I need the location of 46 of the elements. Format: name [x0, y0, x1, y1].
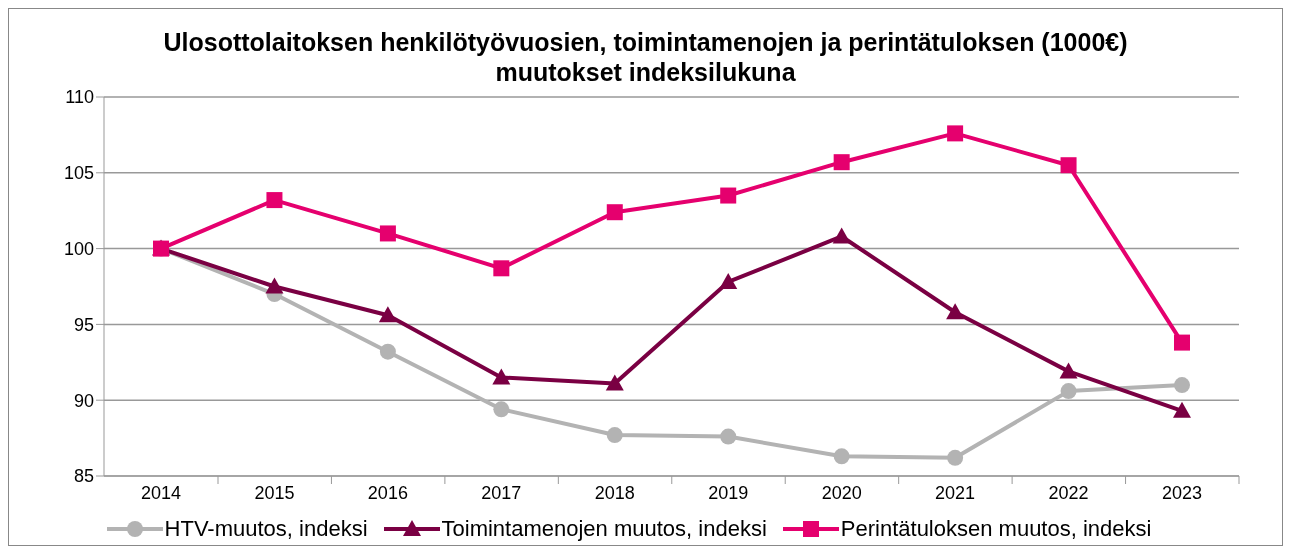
point — [379, 225, 396, 242]
point — [719, 272, 738, 289]
x-tick-label: 2018 — [594, 482, 635, 503]
y-tick-label: 100 — [63, 238, 94, 259]
y-tick-label: 105 — [63, 163, 94, 184]
point — [1174, 377, 1190, 394]
x-tick-label: 2021 — [935, 482, 976, 503]
point — [833, 448, 850, 465]
y-tick-label: 110 — [65, 87, 94, 108]
point — [946, 303, 965, 320]
x-tick-label: 2015 — [254, 482, 295, 503]
point — [832, 227, 851, 244]
point — [947, 125, 964, 142]
x-tick-label: 2016 — [367, 482, 408, 503]
legend-label: Perintätuloksen muutos, indeksi — [839, 516, 1152, 542]
point — [1059, 362, 1078, 379]
point — [606, 427, 623, 444]
point — [493, 401, 510, 418]
y-tick-label: 85 — [73, 466, 94, 487]
point — [720, 187, 737, 204]
x-tick-label: 2017 — [481, 482, 522, 503]
point — [1173, 401, 1191, 418]
point — [266, 192, 283, 209]
point — [493, 260, 510, 277]
point — [379, 343, 396, 360]
chart-title: Ulosottolaitoksen henkilötyövuosien, toimintamenojen ja perintätuloksen (1000€) muutokset indeksilukuna — [162, 27, 1129, 87]
x-tick-label: 2020 — [821, 482, 862, 503]
x-tick-label: 2023 — [1161, 482, 1203, 503]
x-tick-label: 2022 — [1048, 482, 1089, 503]
point — [1174, 334, 1190, 351]
point — [833, 154, 850, 171]
y-tick-label: 90 — [73, 390, 94, 411]
point — [605, 374, 624, 391]
legend-label: HTV-muutos, indeksi — [163, 516, 368, 542]
x-tick-label: 2019 — [708, 482, 749, 503]
point — [947, 449, 964, 466]
point — [492, 368, 511, 385]
point — [265, 277, 284, 294]
point — [720, 428, 737, 445]
point — [606, 204, 623, 221]
point — [1060, 383, 1077, 400]
point — [1060, 157, 1077, 174]
y-tick-label: 95 — [73, 314, 94, 335]
point — [378, 306, 397, 323]
x-tick-label: 2014 — [140, 482, 182, 503]
legend-label: Toimintamenojen muutos, indeksi — [440, 516, 767, 542]
